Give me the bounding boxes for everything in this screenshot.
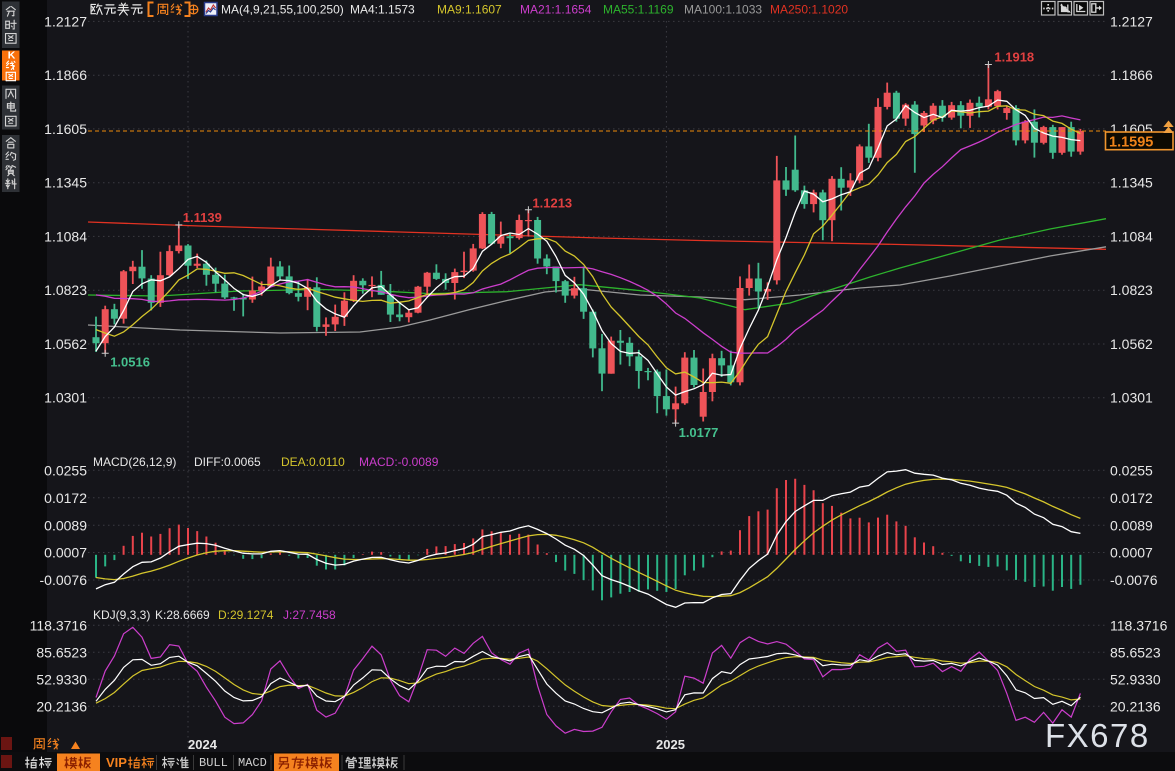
svg-text:20.2136: 20.2136: [1110, 698, 1161, 714]
svg-text:1.1084: 1.1084: [1110, 228, 1153, 244]
svg-text:DEA:0.0110: DEA:0.0110: [281, 455, 345, 469]
svg-text:0.0007: 0.0007: [44, 545, 87, 561]
svg-text:1.1866: 1.1866: [1110, 67, 1153, 83]
svg-text:1.1345: 1.1345: [1110, 175, 1153, 191]
svg-text:85.6523: 85.6523: [1110, 644, 1161, 660]
svg-text:MA100:1.1033: MA100:1.1033: [684, 3, 762, 17]
svg-text:D:29.1274: D:29.1274: [218, 608, 274, 622]
svg-text:BULL: BULL: [199, 756, 228, 770]
svg-text:52.9330: 52.9330: [1110, 671, 1161, 687]
svg-text:0.0172: 0.0172: [44, 490, 87, 506]
svg-text:1.0562: 1.0562: [1110, 336, 1153, 352]
svg-text:-0.0076: -0.0076: [40, 572, 88, 588]
svg-text:1.0562: 1.0562: [44, 336, 87, 352]
svg-text:MA4:1.1573: MA4:1.1573: [350, 3, 415, 17]
svg-text:1.1605: 1.1605: [44, 121, 87, 137]
svg-text:0.0255: 0.0255: [1110, 462, 1153, 478]
svg-text:85.6523: 85.6523: [36, 644, 87, 660]
svg-text:1.1595: 1.1595: [1109, 135, 1153, 151]
svg-text:1.0516: 1.0516: [110, 354, 150, 369]
svg-text:118.3716: 118.3716: [1110, 617, 1168, 633]
svg-text:1.2127: 1.2127: [44, 13, 87, 29]
svg-text:MACD(26,12,9): MACD(26,12,9): [93, 455, 176, 469]
svg-text:J:27.7458: J:27.7458: [283, 608, 336, 622]
svg-text:-0.0076: -0.0076: [1110, 572, 1158, 588]
svg-text:VIP: VIP: [106, 755, 127, 770]
svg-text:1.2127: 1.2127: [1110, 13, 1153, 29]
svg-text:MA(4,9,21,55,100,250): MA(4,9,21,55,100,250): [221, 3, 344, 17]
svg-text:0.0007: 0.0007: [1110, 545, 1153, 561]
svg-text:MA250:1.1020: MA250:1.1020: [770, 3, 848, 17]
svg-text:MA21:1.1654: MA21:1.1654: [520, 3, 592, 17]
svg-text:FX678: FX678: [1045, 717, 1150, 754]
svg-text:KDJ(9,3,3): KDJ(9,3,3): [93, 608, 150, 622]
svg-text:2025: 2025: [656, 737, 685, 752]
svg-text:MACD:-0.0089: MACD:-0.0089: [359, 455, 439, 469]
svg-text:20.2136: 20.2136: [36, 698, 87, 714]
svg-text:0.0089: 0.0089: [44, 517, 87, 533]
svg-text:1.1866: 1.1866: [44, 67, 87, 83]
svg-text:K:28.6669: K:28.6669: [155, 608, 210, 622]
svg-text:DIFF:0.0065: DIFF:0.0065: [194, 455, 261, 469]
svg-text:1.0823: 1.0823: [44, 282, 87, 298]
svg-text:K: K: [8, 50, 16, 62]
svg-text:MACD: MACD: [238, 756, 267, 770]
svg-text:1.1213: 1.1213: [532, 196, 572, 211]
svg-text:1.1918: 1.1918: [994, 50, 1034, 65]
svg-text:0.0172: 0.0172: [1110, 490, 1153, 506]
svg-text:1.0301: 1.0301: [44, 390, 87, 406]
svg-text:1.1084: 1.1084: [44, 228, 87, 244]
svg-text:1.0301: 1.0301: [1110, 390, 1153, 406]
svg-text:MA9:1.1607: MA9:1.1607: [437, 3, 502, 17]
svg-text:0.0255: 0.0255: [44, 462, 87, 478]
svg-text:1.0177: 1.0177: [679, 425, 719, 440]
svg-text:1.0823: 1.0823: [1110, 282, 1153, 298]
svg-text:52.9330: 52.9330: [36, 671, 87, 687]
svg-text:118.3716: 118.3716: [30, 617, 88, 633]
svg-text:0.0089: 0.0089: [1110, 517, 1153, 533]
svg-text:1.1345: 1.1345: [44, 175, 87, 191]
svg-text:1.1139: 1.1139: [183, 210, 222, 225]
svg-text:MA55:1.1169: MA55:1.1169: [603, 3, 674, 17]
svg-text:2024: 2024: [188, 737, 218, 752]
